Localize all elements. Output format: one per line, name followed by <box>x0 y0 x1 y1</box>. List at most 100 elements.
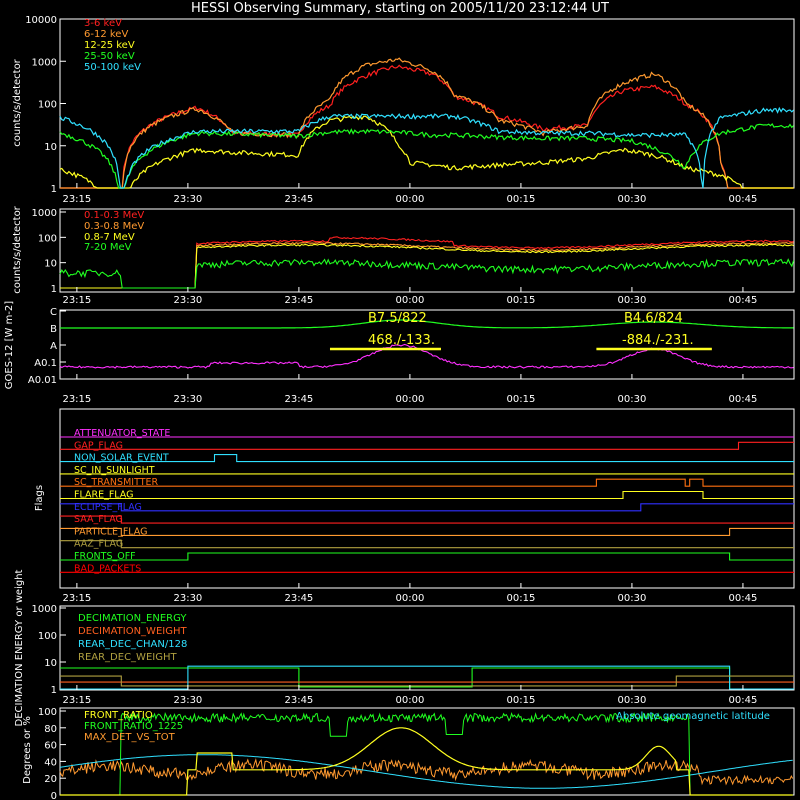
hxr-frame <box>59 18 795 189</box>
time-tick-label: 23:45 <box>284 295 313 306</box>
legend-decimation-energy: DECIMATION_ENERGY <box>78 613 187 624</box>
flag-label: ECLIPSE_FLAG <box>74 502 142 513</box>
legend-decimation-weight: DECIMATION_WEIGHT <box>78 626 187 637</box>
legend-0.8-7mev: 0.8-7 MeV <box>84 232 135 243</box>
hxr-series-line <box>59 123 794 189</box>
gamma-legend: 0.1-0.3 MeV 0.3-0.8 MeV 0.8-7 MeV 7-20 M… <box>84 210 144 253</box>
y-tick-label: 1000 <box>32 604 57 615</box>
y-tick-label: 1000 <box>32 208 57 219</box>
decimation-panel: DECIMATION ENERGY or weight 1 10 100 1000 D… <box>14 569 795 726</box>
flag-line <box>60 454 794 463</box>
time-tick-label: 00:30 <box>618 394 647 405</box>
y-tick-label: 100 <box>38 707 57 718</box>
y-tick-label: 1 <box>51 685 57 696</box>
flag-line <box>60 478 794 487</box>
time-tick-label: 00:15 <box>507 194 536 205</box>
hxr-series-line <box>60 57 794 189</box>
flag-line <box>60 503 794 512</box>
legend-3-6kev: 3-6 keV <box>84 18 122 29</box>
y-tick-label: 60 <box>44 741 57 752</box>
max-det-line <box>59 758 794 786</box>
y-tick-label: 10 <box>44 259 57 270</box>
goes-annotation-1: B7.5/822 <box>368 311 427 326</box>
goes-panel: GOES-12 [W m-2] A0.01 A0.1 ABC B7.5/822 B4… <box>4 301 795 389</box>
y-tick-label: 20 <box>44 774 57 785</box>
legend-50-100kev: 50-100 keV <box>84 62 141 73</box>
flag-label: SC_TRANSMITTER <box>74 477 159 488</box>
flag-line <box>60 552 794 561</box>
y-tick-label: 100 <box>38 233 57 244</box>
legend-12-25kev: 12-25 keV <box>84 40 135 51</box>
time-tick-label: 00:30 <box>618 194 647 205</box>
legend-0.1-0.3mev: 0.1-0.3 MeV <box>84 210 144 221</box>
ratio-frame <box>59 707 795 796</box>
y-tick-label: 100 <box>38 100 57 111</box>
y-tick-label: 0 <box>51 791 57 800</box>
time-tick-label: 00:45 <box>729 394 758 405</box>
gamma-frame <box>59 208 795 293</box>
time-tick-label: 23:30 <box>173 394 202 405</box>
flag-label: FLARE_FLAG <box>74 490 134 501</box>
front-ratio-line <box>60 727 793 796</box>
legend-rear-dec-chan: REAR_DEC_CHAN/128 <box>78 639 187 650</box>
legend-front-ratio: FRONT_RATIO <box>84 710 153 721</box>
ratio-ylabel: Degrees or % <box>22 716 33 784</box>
legend-6-12kev: 6-12 keV <box>84 29 128 40</box>
y-tick-label: 40 <box>44 757 57 768</box>
time-tick-label: 00:15 <box>507 295 536 306</box>
goes-short-line <box>59 343 794 369</box>
time-tick-label: 23:30 <box>173 295 202 306</box>
y-tick-label: 1 <box>51 184 57 195</box>
y-tick-label: 10 <box>44 658 57 669</box>
flag-label: ATTENUATOR_STATE <box>74 428 170 439</box>
goes-ylabel: GOES-12 [W m-2] <box>4 301 15 389</box>
ratio-legend: FRONT_RATIO FRONT_RATIO_1225 MAX_DET_VS_… <box>84 710 770 743</box>
hxr-panel: counts/s/detector 1 10 100 1000 10000 3-6 ke… <box>12 15 795 195</box>
y-tick-label: B <box>50 324 57 335</box>
gamma-ylabel: counts/s/detector <box>12 205 23 293</box>
y-tick-label: 10 <box>44 142 57 153</box>
time-axis-decimation: 23:15 23:30 23:45 00:00 00:15 00:30 00:45 <box>62 685 757 706</box>
flag-line <box>60 441 794 450</box>
flag-label: AAZ_FLAG <box>74 539 123 550</box>
time-tick-label: 23:15 <box>62 194 91 205</box>
y-tick-label: C <box>50 307 57 318</box>
flag-line <box>60 515 794 524</box>
decimation-legend: DECIMATION_ENERGY DECIMATION_WEIGHT REAR… <box>78 613 187 663</box>
time-tick-label: 00:15 <box>507 695 536 706</box>
legend-front-ratio-1225: FRONT_RATIO_1225 <box>84 721 183 732</box>
hxr-ylabel: counts/s/detector <box>12 58 23 146</box>
flag-label: BAD_PACKETS <box>74 563 141 574</box>
hxr-series-line <box>59 106 795 189</box>
time-tick-label: 00:00 <box>395 295 424 306</box>
legend-max-det-vs-tot: MAX_DET_VS_TOT <box>84 732 176 743</box>
time-tick-label: 23:45 <box>284 593 313 604</box>
y-tick-label: A0.01 <box>28 375 57 386</box>
time-axis-flags: 23:15 23:30 23:45 00:00 00:15 00:30 00:45 <box>62 583 757 604</box>
flag-label: PARTICLE_FLAG <box>74 526 147 537</box>
time-tick-label: 23:15 <box>62 295 91 306</box>
gamma-panel: counts/s/detector 1 10 100 1000 0.1-0.3 MeV… <box>12 205 795 295</box>
y-tick-label: A <box>50 341 57 352</box>
time-tick-label: 00:15 <box>507 593 536 604</box>
decimation-line <box>60 675 794 687</box>
time-tick-label: 00:45 <box>729 695 758 706</box>
time-tick-label: 00:45 <box>729 295 758 306</box>
time-tick-label: 00:30 <box>618 295 647 306</box>
time-tick-label: 00:30 <box>618 695 647 706</box>
time-tick-label: 23:15 <box>62 593 91 604</box>
time-tick-label: 23:45 <box>284 695 313 706</box>
flag-label: FRONTS_OFF <box>74 551 136 562</box>
flag-line <box>60 527 794 536</box>
flag-line <box>60 490 794 500</box>
flags-ylabel: Flags <box>34 485 45 511</box>
ratio-panel: Degrees or % 0 20 40 60 80 100 FRONT_RATIO FR… <box>22 707 795 800</box>
time-axis-gamma: 23:15 23:30 23:45 00:00 00:15 00:30 00:45 <box>62 287 757 306</box>
time-tick-label: 23:15 <box>62 695 91 706</box>
legend-geomagnetic-latitude: Absolute geomagnetic latitude <box>616 711 770 722</box>
time-tick-label: 23:15 <box>62 394 91 405</box>
legend-0.3-0.8mev: 0.3-0.8 MeV <box>84 221 144 232</box>
legend-25-50kev: 25-50 keV <box>84 51 135 62</box>
